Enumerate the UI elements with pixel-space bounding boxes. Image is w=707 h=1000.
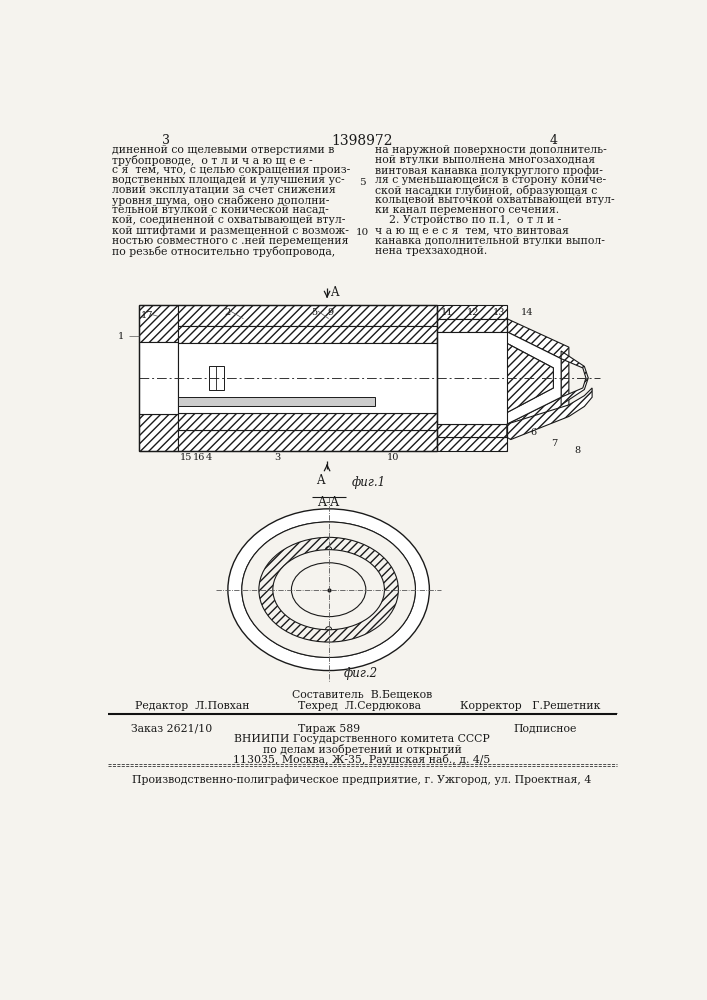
Text: диненной со щелевыми отверстиями в: диненной со щелевыми отверстиями в xyxy=(112,145,334,155)
Text: 15: 15 xyxy=(180,453,192,462)
Text: 3: 3 xyxy=(162,134,170,147)
Text: фuг.2: фuг.2 xyxy=(344,667,378,680)
Polygon shape xyxy=(177,397,375,406)
Text: тельной втулкой с конической насад-: тельной втулкой с конической насад- xyxy=(112,205,328,215)
Text: 2. Устройство по п.1,  о т л и -: 2. Устройство по п.1, о т л и - xyxy=(375,215,561,225)
Text: 11: 11 xyxy=(441,308,453,317)
Text: A: A xyxy=(330,286,339,299)
Text: ловий эксплуатации за счет снижения: ловий эксплуатации за счет снижения xyxy=(112,185,335,195)
Text: 113035, Москва, Ж-35, Раушская наб., д. 4/5: 113035, Москва, Ж-35, Раушская наб., д. … xyxy=(233,754,491,765)
Text: фuг.1: фuг.1 xyxy=(352,476,386,489)
Polygon shape xyxy=(177,413,437,430)
Text: 5: 5 xyxy=(358,178,366,187)
Polygon shape xyxy=(177,343,437,413)
Ellipse shape xyxy=(273,550,385,630)
Text: по резьбе относительно трубопровода,: по резьбе относительно трубопровода, xyxy=(112,246,335,257)
Text: 4: 4 xyxy=(206,453,212,462)
Text: кой штифтами и размещенной с возмож-: кой штифтами и размещенной с возмож- xyxy=(112,225,349,236)
Ellipse shape xyxy=(242,522,416,657)
Text: Редактор  Л.Повхан: Редактор Л.Повхан xyxy=(135,701,250,711)
Text: ностью совместного с .ней перемещения: ностью совместного с .ней перемещения xyxy=(112,235,348,245)
Text: Тираж 589: Тираж 589 xyxy=(298,724,360,734)
Text: 6: 6 xyxy=(530,428,536,437)
Text: по делам изобретений и открытий: по делам изобретений и открытий xyxy=(262,744,462,755)
Text: ля с уменьшающейся в сторону кониче-: ля с уменьшающейся в сторону кониче- xyxy=(375,175,606,185)
Polygon shape xyxy=(177,305,437,326)
Polygon shape xyxy=(437,437,507,451)
Text: 7: 7 xyxy=(551,439,557,448)
Text: трубопроводе,  о т л и ч а ю щ е е -: трубопроводе, о т л и ч а ю щ е е - xyxy=(112,155,312,166)
Polygon shape xyxy=(507,388,592,440)
Text: Подписное: Подписное xyxy=(513,724,577,734)
Text: водственных площадей и улучшения ус-: водственных площадей и улучшения ус- xyxy=(112,175,344,185)
Polygon shape xyxy=(437,305,507,319)
Text: канавка дополнительной втулки выпол-: канавка дополнительной втулки выпол- xyxy=(375,235,605,245)
Ellipse shape xyxy=(291,563,366,617)
Text: ВНИИПИ Государственного комитета СССР: ВНИИПИ Государственного комитета СССР xyxy=(234,734,490,744)
Text: 3: 3 xyxy=(274,453,281,462)
Polygon shape xyxy=(139,414,177,451)
Text: 14: 14 xyxy=(521,308,533,317)
Text: A-A: A-A xyxy=(317,496,339,509)
Text: Заказ 2621/10: Заказ 2621/10 xyxy=(131,724,212,734)
Text: ной втулки выполнена многозаходная: ной втулки выполнена многозаходная xyxy=(375,155,595,165)
Polygon shape xyxy=(507,332,561,424)
Text: ской насадки глубиной, образующая с: ской насадки глубиной, образующая с xyxy=(375,185,597,196)
Text: 5: 5 xyxy=(312,308,317,317)
Text: винтовая канавка полукруглого профи-: винтовая канавка полукруглого профи- xyxy=(375,165,603,176)
Polygon shape xyxy=(437,319,507,332)
Polygon shape xyxy=(177,430,437,451)
Text: 17: 17 xyxy=(141,311,153,320)
Text: с я  тем, что, с целью сокращения произ-: с я тем, что, с целью сокращения произ- xyxy=(112,165,350,175)
Polygon shape xyxy=(437,424,507,437)
Polygon shape xyxy=(507,319,569,437)
Text: 16: 16 xyxy=(193,453,205,462)
Text: 10: 10 xyxy=(356,228,368,237)
Text: Корректор   Г.Решетник: Корректор Г.Решетник xyxy=(460,701,601,711)
Polygon shape xyxy=(139,342,177,414)
Polygon shape xyxy=(139,305,177,342)
Polygon shape xyxy=(177,326,437,343)
Text: 2: 2 xyxy=(224,308,230,317)
Text: на наружной поверхности дополнитель-: на наружной поверхности дополнитель- xyxy=(375,145,607,155)
Text: 1: 1 xyxy=(118,332,124,341)
Polygon shape xyxy=(507,343,554,413)
Text: уровня шума, оно снабжено дополни-: уровня шума, оно снабжено дополни- xyxy=(112,195,329,206)
Polygon shape xyxy=(437,332,507,424)
Text: кой, соединенной с охватывающей втул-: кой, соединенной с охватывающей втул- xyxy=(112,215,345,225)
Text: 9: 9 xyxy=(327,308,333,317)
Text: 13: 13 xyxy=(493,308,506,317)
Text: ч а ю щ е е с я  тем, что винтовая: ч а ю щ е е с я тем, что винтовая xyxy=(375,225,569,235)
Text: нена трехзаходной.: нена трехзаходной. xyxy=(375,246,487,256)
Polygon shape xyxy=(561,351,588,405)
Bar xyxy=(209,366,224,389)
Text: A: A xyxy=(316,474,325,487)
Text: Производственно-полиграфическое предприятие, г. Ужгород, ул. Проектная, 4: Производственно-полиграфическое предприя… xyxy=(132,774,592,785)
Text: Составитель  В.Бещеков: Составитель В.Бещеков xyxy=(292,690,432,700)
Ellipse shape xyxy=(228,509,429,671)
Text: 12: 12 xyxy=(467,308,479,317)
Ellipse shape xyxy=(242,522,416,657)
Text: 8: 8 xyxy=(574,446,580,455)
Text: 10: 10 xyxy=(387,453,399,462)
Text: ки канал переменного сечения.: ки канал переменного сечения. xyxy=(375,205,559,215)
Text: 1398972: 1398972 xyxy=(331,134,392,148)
Text: кольцевой выточкой охватывающей втул-: кольцевой выточкой охватывающей втул- xyxy=(375,195,615,205)
Text: 4: 4 xyxy=(549,134,557,147)
Text: Техред  Л.Сердюкова: Техред Л.Сердюкова xyxy=(298,701,421,711)
